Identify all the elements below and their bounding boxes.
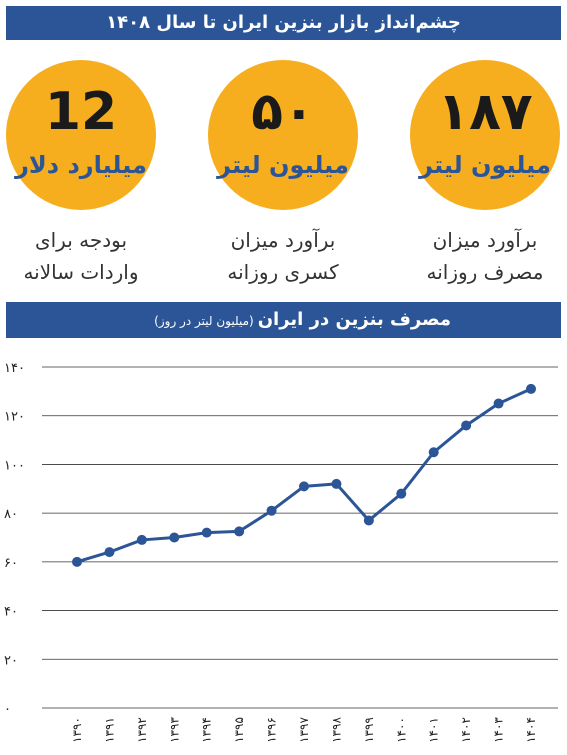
chart-title: مصرف بنزین در ایران — [257, 309, 451, 330]
data-point — [169, 532, 180, 543]
x-tick-label: ۱۴۰۰ — [394, 717, 408, 743]
stat-caption-line2: واردات سالانه — [23, 260, 139, 284]
stat-circle: ۵۰ میلیون لیتر — [208, 60, 358, 210]
y-tick-label: ۱۴۰ — [4, 361, 25, 376]
stat-caption: برآورد میزان کسری روزانه — [208, 224, 358, 288]
stat-value: 12 — [44, 82, 118, 142]
data-point — [299, 481, 309, 492]
stat-unit: میلیون لیتر — [217, 151, 349, 179]
data-point — [331, 478, 342, 489]
x-tick-label: ۱۴۰۳ — [492, 717, 506, 743]
x-tick-label: ۱۳۹۷ — [297, 717, 311, 743]
data-point — [428, 447, 439, 458]
stat-caption-line1: بودجه برای — [34, 228, 128, 252]
stat-caption-line1: برآورد میزان — [230, 228, 336, 252]
data-point — [104, 547, 115, 558]
chart-subtitle: (میلیون لیتر در روز) — [154, 314, 254, 328]
stat-circle: 12 میلیارد دلار — [6, 60, 156, 210]
stat-consumption: ۱۸۷ میلیون لیتر برآورد میزان مصرف روزانه — [410, 60, 560, 288]
series-line — [76, 387, 532, 564]
stat-import-budget: 12 میلیارد دلار بودجه برای واردات سالانه — [6, 60, 156, 288]
data-point — [461, 420, 472, 431]
stat-caption-line1: برآورد میزان — [432, 228, 538, 252]
data-point — [234, 526, 245, 537]
data-point — [136, 534, 147, 545]
y-tick-label: ۲۰ — [4, 653, 18, 668]
y-tick-label: ۶۰ — [4, 556, 18, 571]
x-tick-label: ۱۴۰۱ — [427, 717, 441, 743]
x-tick-label: ۱۴۰۴ — [524, 717, 538, 743]
x-tick-label: ۱۳۹۳ — [167, 717, 181, 743]
x-tick-label: ۱۳۹۰ — [70, 717, 84, 743]
stat-unit: میلیون لیتر — [419, 151, 551, 179]
x-tick-label: ۱۳۹۹ — [362, 717, 376, 743]
x-tick-label: ۱۳۹۱ — [102, 717, 116, 743]
y-tick-label: ۰ — [4, 702, 11, 717]
x-tick-label: ۱۳۹۲ — [135, 717, 149, 743]
x-tick-label: ۱۳۹۵ — [232, 717, 246, 743]
x-tick-label: ۱۳۹۶ — [265, 717, 279, 743]
data-point — [201, 527, 212, 538]
stat-caption-line2: مصرف روزانه — [426, 260, 544, 284]
y-tick-label: ۴۰ — [4, 605, 18, 620]
y-tick-label: ۸۰ — [4, 507, 18, 522]
stat-value: ۵۰ — [251, 82, 315, 142]
stat-caption-line2: کسری روزانه — [227, 260, 339, 284]
data-point — [363, 515, 374, 526]
data-point — [526, 383, 536, 394]
stat-caption: برآورد میزان مصرف روزانه — [410, 224, 560, 288]
data-point — [396, 488, 407, 499]
stat-value: ۱۸۷ — [437, 82, 533, 142]
x-tick-label: ۱۴۰۲ — [459, 717, 473, 743]
stat-deficit: ۵۰ میلیون لیتر برآورد میزان کسری روزانه — [208, 60, 358, 288]
data-point — [493, 398, 504, 409]
y-tick-label: ۱۲۰ — [4, 410, 25, 425]
data-point — [266, 505, 277, 516]
stat-caption: بودجه برای واردات سالانه — [6, 224, 156, 288]
chart-title-bar: مصرف بنزین در ایران(میلیون لیتر در روز) — [6, 302, 561, 338]
stat-unit: میلیارد دلار — [15, 151, 147, 179]
line-chart: ۰ ۲۰ ۴۰ ۶۰ ۸۰ ۱۰۰ ۱۲۰ ۱۴۰ ۱۳۹۰ ۱۳۹۱ ۱۳۹۲ ۱۳۹۳ ۱۳۹۴ ۱۳… — [4, 361, 558, 743]
infographic-title: چشم‌انداز بازار بنزین ایران تا سال ۱۴۰۸ — [6, 6, 561, 40]
x-tick-label: ۱۳۹۸ — [329, 717, 343, 743]
y-tick-label: ۱۰۰ — [4, 458, 25, 473]
x-tick-label: ۱۳۹۴ — [200, 717, 214, 743]
data-point — [72, 556, 82, 567]
stat-circle: ۱۸۷ میلیون لیتر — [410, 60, 560, 210]
